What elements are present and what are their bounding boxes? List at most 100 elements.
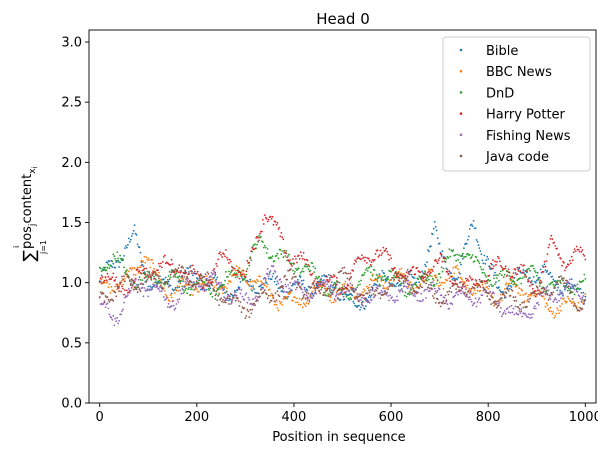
data-point [121, 258, 123, 261]
data-point [413, 289, 416, 292]
data-point [136, 266, 139, 269]
data-point [564, 300, 566, 302]
data-point [130, 235, 133, 237]
data-point [431, 295, 434, 297]
data-point [578, 250, 581, 253]
data-point [431, 278, 434, 280]
data-point [444, 260, 447, 263]
data-point [427, 249, 429, 251]
data-point [218, 252, 221, 255]
data-point [579, 307, 582, 309]
data-point [436, 298, 439, 301]
data-point [492, 259, 494, 261]
data-point [257, 296, 259, 298]
data-point [348, 278, 351, 281]
data-point [462, 257, 464, 260]
data-point [98, 296, 101, 299]
data-point [274, 271, 277, 273]
data-point [181, 275, 184, 277]
data-point [256, 298, 258, 301]
data-point [239, 292, 242, 295]
data-point [129, 289, 132, 292]
data-point [439, 305, 442, 308]
data-point [107, 275, 110, 278]
data-point [486, 282, 489, 284]
data-point [143, 287, 146, 289]
data-point [295, 275, 297, 278]
data-point [314, 277, 317, 280]
data-point [363, 288, 365, 290]
data-point [573, 288, 576, 291]
data-point [249, 257, 252, 260]
data-point [542, 291, 545, 293]
data-point [165, 295, 168, 297]
data-point [493, 265, 495, 267]
data-point [346, 283, 349, 286]
data-point [331, 286, 334, 289]
data-point [505, 292, 508, 295]
data-point [511, 276, 514, 278]
legend-marker [459, 154, 463, 158]
data-point [262, 223, 265, 225]
data-point [318, 275, 321, 278]
data-point [512, 283, 515, 286]
data-point [274, 220, 277, 223]
data-point [119, 254, 121, 257]
data-point [99, 291, 102, 293]
data-point [428, 284, 430, 286]
data-point [280, 301, 283, 304]
data-point [500, 297, 503, 300]
data-point [103, 301, 106, 304]
data-point [167, 285, 170, 288]
data-point [470, 287, 473, 290]
data-point [413, 277, 416, 279]
data-point [320, 277, 322, 280]
data-point [308, 300, 311, 303]
data-point [382, 287, 385, 290]
data-point [114, 291, 117, 294]
data-point [562, 279, 564, 282]
data-point [382, 246, 385, 249]
data-point [349, 272, 352, 275]
data-point [537, 289, 540, 292]
data-point [237, 300, 240, 302]
data-point [466, 238, 469, 241]
data-point [129, 238, 132, 241]
data-point [311, 290, 314, 293]
data-point [159, 282, 161, 284]
data-point [247, 296, 250, 299]
data-point [468, 253, 471, 256]
data-point [368, 266, 371, 268]
data-point [566, 279, 568, 282]
data-point [370, 279, 373, 282]
data-point [276, 307, 279, 309]
data-point [209, 278, 212, 281]
data-point [550, 234, 553, 237]
x-tick-label: 600 [379, 410, 404, 425]
data-point [266, 283, 269, 286]
data-point [360, 279, 362, 282]
data-point [484, 262, 487, 265]
data-point [482, 262, 485, 265]
data-point [557, 279, 559, 282]
data-point [561, 264, 563, 267]
data-point [211, 278, 214, 281]
data-point [428, 268, 430, 271]
data-point [226, 299, 228, 301]
data-point [570, 287, 573, 290]
data-point [242, 269, 245, 272]
data-point [249, 256, 252, 259]
data-point [302, 279, 305, 282]
data-point [259, 232, 261, 235]
data-point [117, 322, 119, 325]
data-point [522, 269, 525, 271]
data-point [466, 278, 469, 280]
data-point [496, 261, 498, 263]
data-point [391, 267, 393, 270]
data-point [429, 274, 431, 277]
data-point [213, 276, 216, 279]
data-point [171, 300, 174, 303]
data-point [307, 292, 310, 295]
data-point [434, 276, 437, 278]
data-point [122, 259, 124, 262]
